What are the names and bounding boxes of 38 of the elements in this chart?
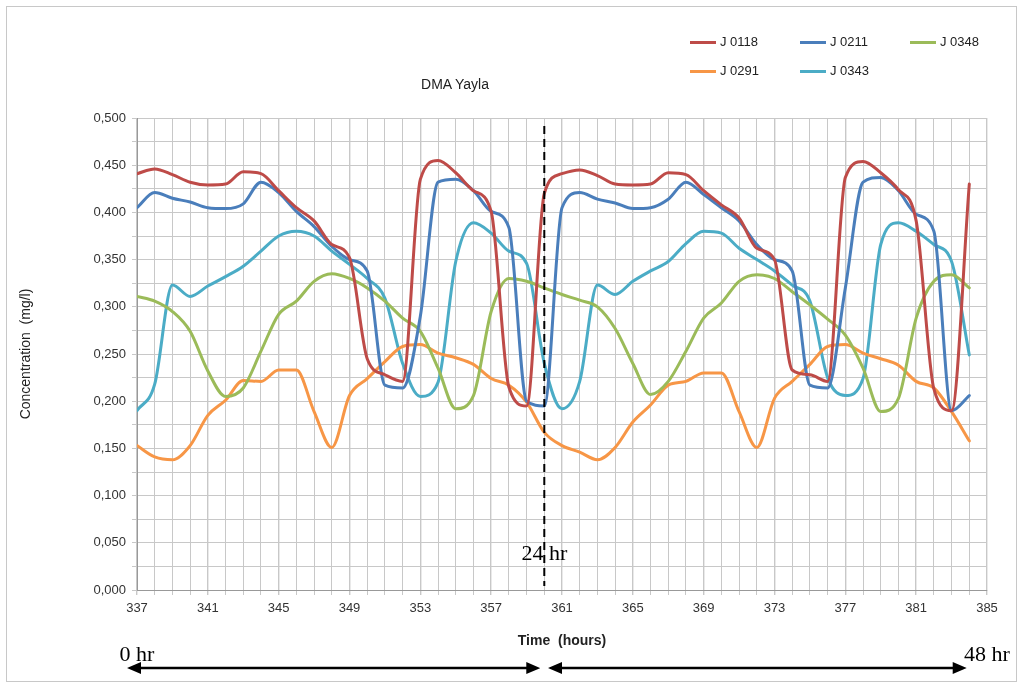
x-tick-label: 353 <box>409 600 432 616</box>
x-tick-label: 357 <box>480 600 503 616</box>
chart-title: DMA Yayla <box>420 76 490 92</box>
y-tick-label: 0,500 <box>93 109 126 125</box>
y-tick-label: 0,200 <box>93 392 126 408</box>
legend-label: J 0343 <box>829 63 871 78</box>
y-tick-label: 0,400 <box>93 203 126 219</box>
legend-label: J 0118 <box>719 34 760 49</box>
x-tick-label: 381 <box>905 600 928 616</box>
x-tick-label: 345 <box>267 600 290 616</box>
y-tick-label: 0,450 <box>93 156 126 172</box>
y-tick-label: 0,000 <box>93 581 126 597</box>
x-tick-label: 369 <box>692 600 715 616</box>
x-tick-label: 341 <box>196 600 219 616</box>
x-axis-title: Time (hours) <box>517 632 607 649</box>
legend-label: J 0211 <box>829 34 870 49</box>
y-tick-label: 0,250 <box>93 345 126 361</box>
line-series <box>137 343 971 462</box>
y-tick-label: 0,150 <box>93 439 126 455</box>
legend-label: J 0291 <box>719 63 761 78</box>
x-tick-label: 361 <box>551 600 573 616</box>
y-axis-title: Concentration (mg/l) <box>17 288 34 420</box>
y-tick-label: 0,100 <box>93 487 126 503</box>
x-tick-label: 385 <box>976 600 998 616</box>
text: 0 hr <box>119 640 156 666</box>
line-series <box>137 221 971 413</box>
x-tick-label: 365 <box>621 600 644 616</box>
x-tick-label: 377 <box>834 600 857 616</box>
ref-line-label: 24 hr <box>521 539 568 565</box>
y-tick-label: 0,050 <box>93 534 126 550</box>
legend-label: J 0348 <box>939 34 981 49</box>
x-tick-label: 349 <box>338 600 361 616</box>
y-tick-label: 0,350 <box>93 251 126 267</box>
x-tick-label: 373 <box>763 600 786 616</box>
y-tick-label: 0,300 <box>93 298 126 314</box>
text: 48 hr <box>964 640 1011 666</box>
line-series <box>137 272 971 414</box>
x-tick-label: 337 <box>126 600 148 616</box>
